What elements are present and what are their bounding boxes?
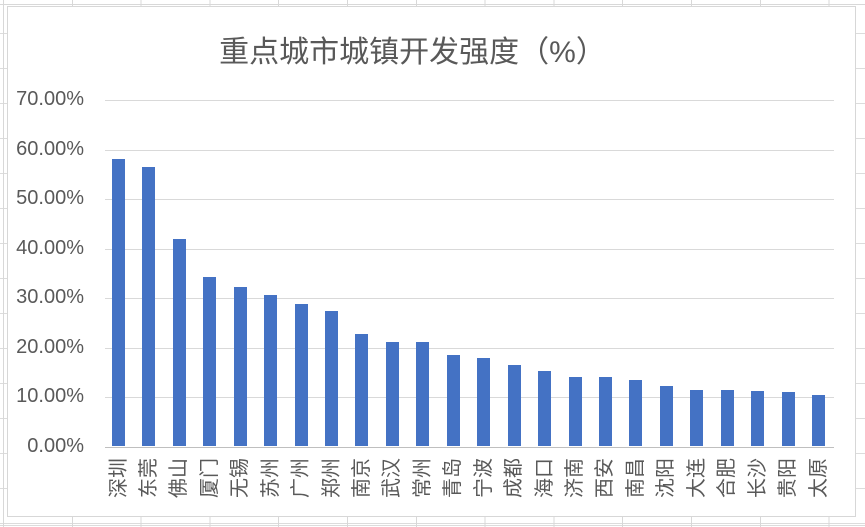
gridline: [105, 248, 834, 250]
bar-西安[interactable]: [598, 377, 612, 446]
gridline: [105, 100, 834, 101]
x-axis-label: 大连: [685, 458, 708, 498]
bar-合肥[interactable]: [720, 389, 734, 446]
bar-贵阳[interactable]: [781, 391, 795, 446]
bar-广州[interactable]: [294, 303, 308, 446]
bar-海口[interactable]: [538, 370, 552, 446]
x-axis-label: 南京: [350, 458, 373, 498]
bar-无锡[interactable]: [233, 286, 247, 446]
bar-苏州[interactable]: [264, 295, 278, 446]
bar-宁波[interactable]: [477, 358, 491, 446]
x-axis-label: 郑州: [320, 458, 343, 498]
plot-area[interactable]: [105, 100, 834, 448]
chart-area[interactable]: 重点城市城镇开发强度（%） 0.00% 10.00% 20.00% 30.00% 40.…: [7, 6, 856, 517]
gridline: [105, 347, 834, 349]
x-axis-label: 苏州: [259, 458, 282, 498]
bar-长沙[interactable]: [751, 391, 765, 446]
chart-title[interactable]: 重点城市城镇开发强度（%）: [219, 36, 606, 69]
y-axis-tick-label: 10.00%: [16, 385, 84, 408]
bar-佛山[interactable]: [172, 238, 186, 446]
bar-南京[interactable]: [355, 334, 369, 446]
bar-济南[interactable]: [568, 376, 582, 446]
bar-厦门[interactable]: [203, 277, 217, 446]
bar-大连[interactable]: [690, 389, 704, 446]
x-axis-label: 西安: [594, 458, 617, 498]
bar-太原[interactable]: [812, 394, 825, 446]
gridline: [105, 397, 834, 399]
x-axis-label: 海口: [533, 458, 556, 498]
bar-深圳[interactable]: [112, 158, 125, 446]
gridline: [105, 199, 834, 201]
spreadsheet-row-line: [0, 4, 865, 5]
bar-武汉[interactable]: [385, 341, 399, 446]
gridline: [105, 149, 834, 151]
y-axis-tick-label: 40.00%: [16, 236, 84, 259]
x-axis-label: 太原: [807, 458, 830, 498]
bar-成都[interactable]: [507, 364, 521, 446]
x-axis-label: 深圳: [107, 458, 130, 498]
gridline: [105, 298, 834, 300]
bar-郑州[interactable]: [325, 310, 339, 446]
x-axis-label: 长沙: [746, 458, 769, 498]
bar-南昌[interactable]: [629, 379, 643, 446]
y-axis: 0.00% 10.00% 20.00% 30.00% 40.00% 50.00% 60.00…: [8, 88, 84, 457]
x-axis-label: 青岛: [442, 458, 465, 498]
bar-沈阳[interactable]: [659, 386, 673, 446]
x-axis-label: 合肥: [716, 458, 739, 498]
x-axis-label: 南昌: [624, 458, 647, 498]
y-axis-tick-label: 30.00%: [16, 286, 84, 309]
x-axis-label: 沈阳: [655, 458, 678, 498]
bar-东莞[interactable]: [142, 167, 156, 446]
x-axis-label: 贵阳: [777, 458, 800, 498]
x-axis-line: [105, 447, 834, 448]
x-axis-label: 东莞: [137, 458, 160, 498]
x-axis-label: 厦门: [198, 458, 221, 498]
x-axis-label: 宁波: [472, 458, 495, 498]
x-axis: 深圳 东莞 佛山 厦门 无锡 苏州 广州 郑州 南京 武汉 常州 青岛 宁波 成都 海口 济南 西安 南昌 沈阳 大连…: [105, 455, 834, 515]
y-axis-tick-label: 50.00%: [16, 187, 84, 210]
x-axis-label: 无锡: [229, 458, 252, 498]
x-axis-label: 广州: [290, 458, 313, 498]
x-axis-label: 佛山: [168, 458, 191, 498]
bar-青岛[interactable]: [446, 354, 460, 446]
x-axis-label: 成都: [503, 458, 526, 498]
x-axis-label: 武汉: [381, 458, 404, 498]
y-axis-tick-label: 20.00%: [16, 335, 84, 358]
y-axis-tick-label: 60.00%: [16, 137, 84, 160]
x-axis-label: 济南: [564, 458, 587, 498]
y-axis-tick-label: 70.00%: [16, 88, 84, 110]
x-axis-label: 常州: [411, 458, 434, 498]
bar-常州[interactable]: [416, 342, 430, 446]
y-axis-tick-label: 0.00%: [27, 435, 84, 457]
